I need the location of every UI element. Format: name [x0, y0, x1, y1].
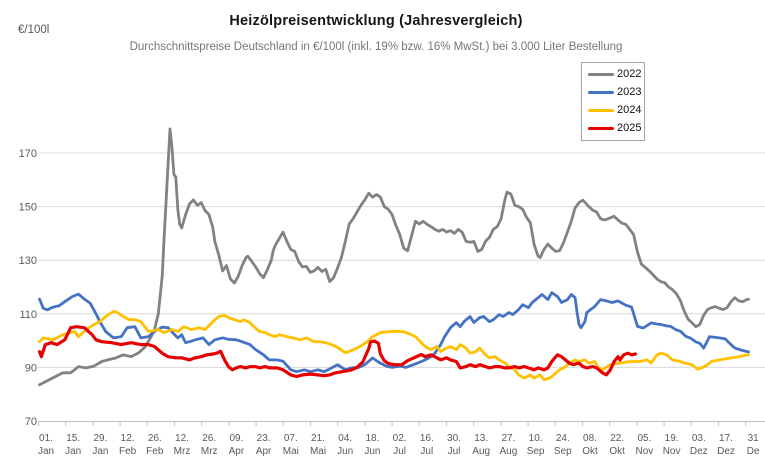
x-tick-label-13: 02. Jul [393, 433, 407, 457]
x-tick-label-4: 26. Feb [146, 433, 164, 457]
y-axis-unit-label: €/100l [18, 24, 50, 36]
x-tick-label-21: 22. Okt [609, 433, 625, 457]
x-tick-label-10: 21. Mai [310, 433, 326, 457]
y-tick-label-170: 170 [19, 148, 37, 160]
y-tick-label-90: 90 [25, 362, 37, 374]
legend-swatch-2022 [588, 73, 614, 77]
x-tick-label-6: 26. Mrz [201, 433, 218, 457]
x-tick-label-12: 18. Jun [364, 433, 380, 457]
x-tick-label-19: 24. Sep [554, 433, 572, 457]
x-tick-label-3: 12. Feb [119, 433, 137, 457]
x-tick-label-25: 17. Dez [717, 433, 735, 457]
legend-item-2023: 2023 [588, 87, 642, 98]
x-tick-label-11: 04. Jun [337, 433, 353, 457]
x-tick-label-16: 13. Aug [472, 433, 490, 457]
x-tick-label-17: 27. Aug [500, 433, 518, 457]
x-tick-label-7: 09. Apr [229, 433, 245, 457]
legend-label-2025: 2025 [617, 121, 642, 134]
legend-label-2022: 2022 [617, 68, 642, 81]
x-tick-label-15: 30. Jul [447, 433, 461, 457]
legend-swatch-2025 [588, 126, 614, 130]
legend-label-2024: 2024 [617, 103, 642, 116]
x-tick-label-0: 01. Jan [38, 433, 54, 457]
x-tick-label-22: 05. Nov [636, 433, 654, 457]
legend-label-2023: 2023 [617, 86, 642, 99]
x-tick-label-24: 03. Dez [690, 433, 708, 457]
x-tick-label-18: 10. Sep [527, 433, 545, 457]
legend: 2022 2023 2024 2025 [581, 62, 645, 141]
legend-item-2022: 2022 [588, 69, 642, 80]
y-tick-label-70: 70 [25, 416, 37, 428]
x-tick-label-9: 07. Mai [283, 433, 299, 457]
x-tick-label-2: 29. Jan [92, 433, 108, 457]
chart-title: Heizölpreisentwicklung (Jahresvergleich) [229, 13, 523, 29]
y-tick-label-130: 130 [19, 255, 37, 267]
x-tick-label-14: 16. Jul [420, 433, 434, 457]
x-tick-label-8: 23. Apr [256, 433, 272, 457]
x-tick-label-5: 12. Mrz [174, 433, 191, 457]
x-tick-label-20: 08. Okt [582, 433, 598, 457]
y-tick-label-150: 150 [19, 202, 37, 214]
legend-swatch-2023 [588, 91, 614, 95]
legend-item-2025: 2025 [588, 121, 642, 134]
chart-subtitle: Durchschnittspreise Deutschland in €/100… [129, 41, 623, 53]
series-line-2024 [38, 309, 750, 382]
legend-item-2024: 2024 [588, 103, 642, 116]
y-tick-label-110: 110 [19, 309, 37, 321]
legend-swatch-2024 [588, 108, 614, 112]
x-tick-label-1: 15. Jan [65, 433, 81, 457]
series-line-2025 [37, 325, 638, 379]
x-tick-label-26: 31 De [747, 433, 760, 457]
series-line-2022 [38, 127, 750, 387]
x-tick-label-23: 19. Nov [663, 433, 681, 457]
